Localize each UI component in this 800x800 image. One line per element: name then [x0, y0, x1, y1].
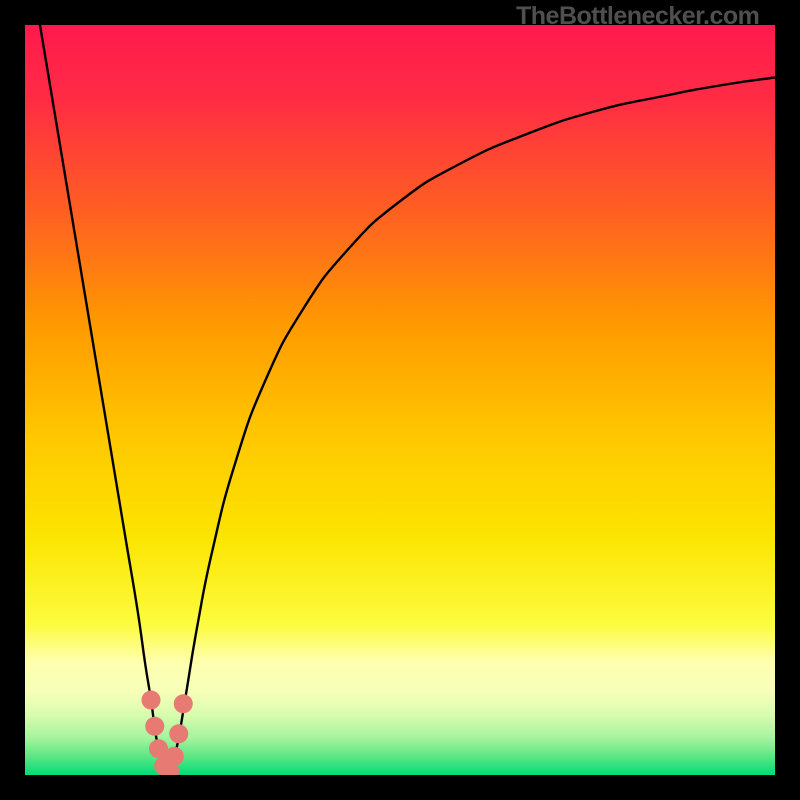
- marker-point: [150, 740, 168, 758]
- chart-canvas: TheBottlenecker.com: [0, 0, 800, 800]
- marker-point: [170, 725, 188, 743]
- plot-area: [0, 0, 800, 800]
- marker-point: [165, 747, 183, 765]
- plot-background: [25, 25, 775, 775]
- marker-point: [174, 695, 192, 713]
- marker-point: [146, 717, 164, 735]
- marker-point: [142, 691, 160, 709]
- watermark-text: TheBottlenecker.com: [516, 2, 759, 31]
